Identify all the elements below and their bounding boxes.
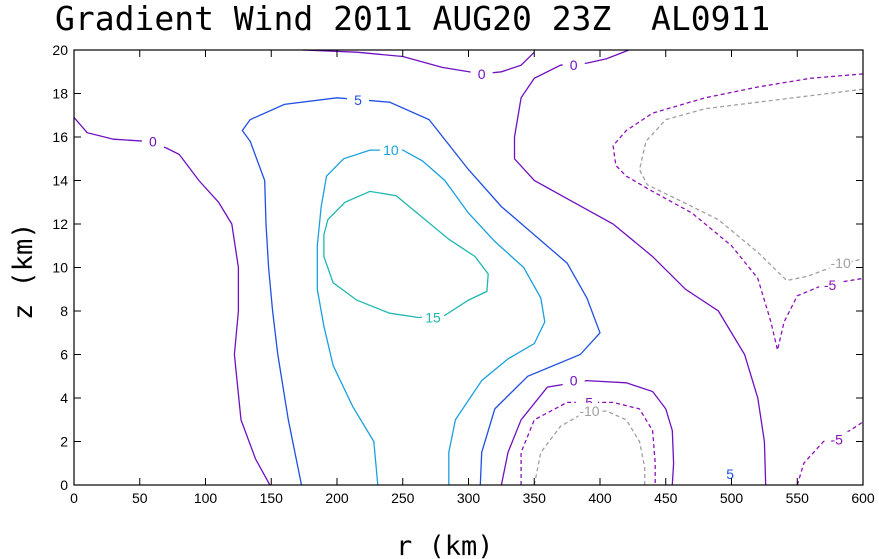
x-tick-label: 250 (391, 490, 415, 506)
contour-line-level-0-0 (73, 116, 271, 486)
contour-label-background (470, 65, 493, 82)
contour-line-level-5-4 (241, 97, 601, 486)
x-tick-label: 500 (720, 490, 744, 506)
contour-label-background (562, 57, 585, 74)
x-axis-ticks: 0 50 100 150 200 250 300 350 400 450 500 550 600 (70, 50, 875, 506)
y-tick-label: 2 (60, 434, 68, 450)
x-tick-label: 350 (523, 490, 547, 506)
contour-line-level-0-2 (513, 49, 767, 486)
contour-label: 0 (149, 133, 157, 149)
contour-label-background (829, 255, 852, 272)
contour-line-level-10-5 (316, 149, 546, 486)
contour-line-level-15-6 (323, 190, 489, 319)
x-tick-label: 300 (457, 490, 481, 506)
y-axis-ticks: 0 2 4 6 8 10 12 14 16 18 20 (52, 42, 863, 493)
contour-label: -5 (824, 277, 837, 293)
chart-title: Gradient Wind 2011 AUG20 23Z AL0911 (55, 0, 770, 38)
contour-label-background (347, 92, 370, 109)
contour-label-background (578, 403, 601, 420)
contour-label-background (825, 431, 848, 448)
contour-label-background (141, 133, 164, 150)
y-tick-label: 0 (60, 477, 68, 493)
contour-label: 5 (354, 92, 362, 108)
y-axis-label: z (km) (8, 222, 39, 320)
x-tick-label: 150 (260, 490, 284, 506)
contour-label: 5 (726, 466, 734, 482)
y-tick-label: 4 (60, 390, 68, 406)
contour-label: 0 (570, 57, 578, 73)
y-tick-label: 20 (52, 42, 68, 58)
y-tick-label: 6 (60, 347, 68, 363)
x-tick-label: 100 (194, 490, 218, 506)
contour-label: -10 (831, 255, 851, 271)
x-tick-label: 200 (325, 490, 349, 506)
x-tick-label: 50 (132, 490, 148, 506)
y-tick-label: 16 (52, 129, 68, 145)
contour-line-level-neg5-9 (796, 421, 864, 486)
x-tick-label: 0 (70, 490, 78, 506)
contour-label: -5 (830, 431, 843, 447)
y-tick-label: 12 (52, 216, 68, 232)
contour-lines (73, 49, 864, 486)
y-tick-label: 8 (60, 303, 68, 319)
contour-line-level-0-3 (500, 379, 675, 486)
contour-label: 15 (425, 310, 441, 326)
contour-line-level-neg10-11 (533, 410, 646, 486)
contour-label-background (819, 276, 842, 293)
contour-line-level-0-1 (302, 49, 535, 75)
contour-label: 0 (478, 66, 486, 82)
contour-label-background (379, 142, 402, 159)
contour-line-level-neg5-8 (612, 73, 864, 351)
contour-label: -10 (579, 403, 599, 419)
contour-label-background (562, 372, 585, 389)
x-tick-label: 550 (786, 490, 810, 506)
plot-frame (73, 49, 864, 486)
x-tick-label: 400 (588, 490, 612, 506)
contour-label: 0 (570, 373, 578, 389)
contour-line-level-neg10-10 (638, 88, 864, 282)
contour-label-background (421, 309, 444, 326)
x-tick-label: 450 (654, 490, 678, 506)
contour-label: 10 (383, 142, 399, 158)
y-tick-label: 14 (52, 173, 68, 189)
y-tick-label: 18 (52, 86, 68, 102)
y-tick-label: 10 (52, 260, 68, 276)
contour-line-level-neg5-7 (520, 401, 656, 485)
x-axis-label: r (km) (396, 531, 494, 559)
x-tick-label: 600 (851, 490, 875, 506)
